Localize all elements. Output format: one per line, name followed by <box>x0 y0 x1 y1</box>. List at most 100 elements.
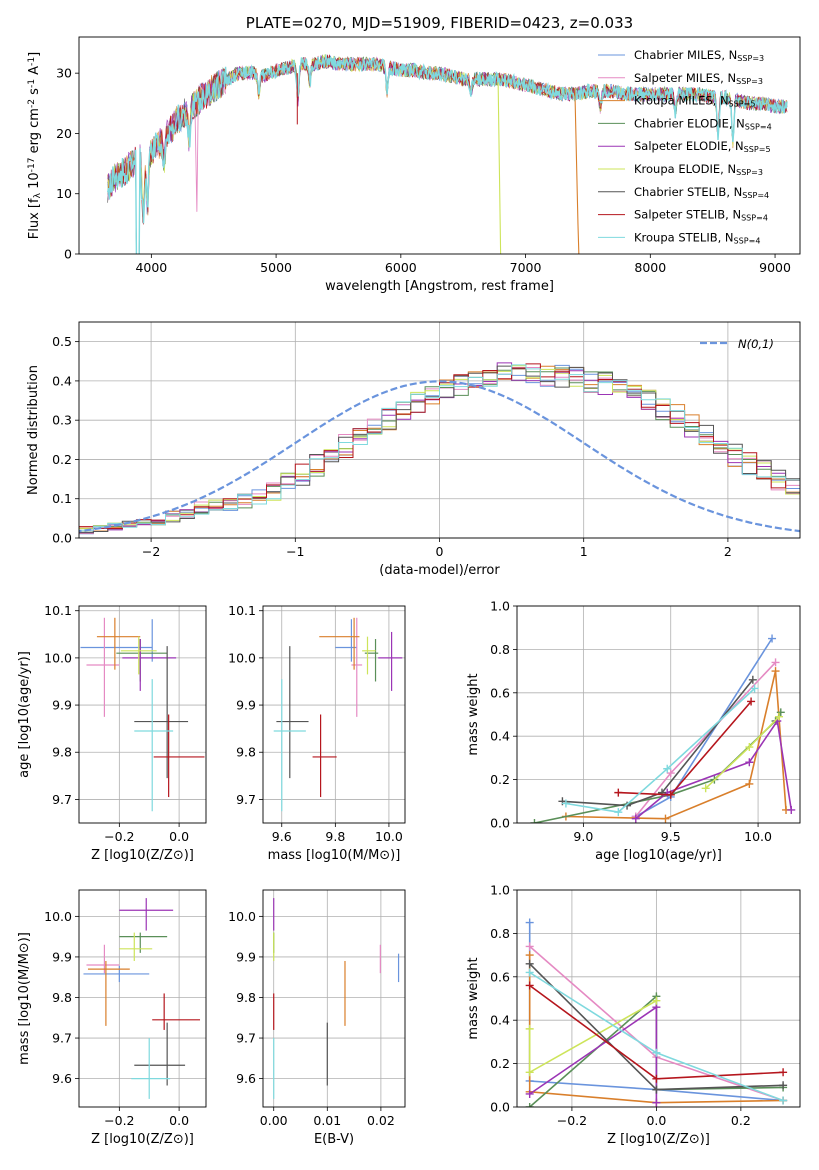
plot-area <box>107 53 788 254</box>
y-tick-label: 30 <box>56 66 72 81</box>
y-tick-label: 10.0 <box>228 650 256 665</box>
massweight-series-line <box>528 1000 657 1074</box>
massweight-point-marker <box>779 1081 788 1090</box>
massweight-point-marker <box>525 918 534 927</box>
errorbar-point <box>116 639 168 682</box>
errorbar-point <box>153 714 205 798</box>
legend-label: Salpeter MILES, NSSP=3​ <box>634 71 763 86</box>
massweight-point-marker <box>661 814 670 823</box>
y-tick-label: 0.0 <box>490 816 510 831</box>
spectrum-dip <box>574 88 580 254</box>
y-tick-label: 10.1 <box>228 603 256 618</box>
y-tick-label: 0.6 <box>490 969 510 984</box>
spectrum-series-line <box>107 54 788 254</box>
x-tick-label: −0.2 <box>104 1113 134 1128</box>
y-tick-label: 0.0 <box>52 531 72 546</box>
y-tick-label: 10.0 <box>44 909 72 924</box>
massweight-point-marker <box>771 658 780 667</box>
x-tick-label: 9.8 <box>325 829 345 844</box>
x-axis-label: (data-model)/error <box>379 563 500 578</box>
plot-area <box>273 898 400 1099</box>
x-tick-label: 5000 <box>260 260 292 275</box>
massweight-series-line <box>705 716 780 789</box>
legend: Chabrier MILES, NSSP=3​ Salpeter MILES, N… <box>598 48 772 245</box>
x-tick-label: 4000 <box>135 260 167 275</box>
chart-title: PLATE=0270, MJD=51909, FIBERID=0423, z=0… <box>246 14 633 32</box>
y-tick-label: 0.4 <box>52 373 72 388</box>
errorbar-point <box>152 993 201 1030</box>
spectrum-panel: 4000 5000 6000 7000 8000 9000 0 10 20 30 wavelengt… <box>27 14 801 294</box>
y-tick-label: 9.6 <box>236 1071 256 1086</box>
y-tick-label: 9.9 <box>236 949 256 964</box>
y-tick-label: 9.8 <box>236 745 256 760</box>
mass-vs-ebv-panel: 0.00 0.01 0.02 9.6 9.7 9.8 9.9 10.0 E(B-V) <box>228 889 406 1147</box>
massweight-point-marker <box>666 769 675 778</box>
errorbar-point <box>119 932 153 961</box>
y-tick-label: 0.0 <box>490 1100 510 1115</box>
x-axis-label: mass [log10(M/M⊙)] <box>268 848 401 863</box>
y-tick-label: 9.8 <box>236 990 256 1005</box>
massweight-point-marker <box>745 779 754 788</box>
x-axis-label: E(B-V) <box>314 1132 354 1147</box>
massweight-point-marker <box>652 996 661 1005</box>
legend-label: Chabrier ELODIE, NSSP=4​ <box>634 116 772 131</box>
massweight-point-marker <box>614 788 623 797</box>
y-tick-label: 0.5 <box>52 334 72 349</box>
massweight-point-marker <box>525 942 534 951</box>
x-tick-label: 0 <box>436 544 444 559</box>
axes-frame <box>516 605 801 824</box>
massweight-point-marker <box>745 758 754 767</box>
x-tick-label: 9.5 <box>661 829 681 844</box>
massweight-point-marker <box>787 805 796 814</box>
x-tick-label: 10.0 <box>744 829 772 844</box>
x-tick-label: −2 <box>142 544 160 559</box>
errorbar-point <box>273 679 306 812</box>
y-tick-label: 0.2 <box>52 452 72 467</box>
x-axis-label: Z [log10(Z/Z⊙)] <box>91 848 194 863</box>
axes-frame <box>516 889 801 1108</box>
errorbar-point <box>119 898 174 931</box>
y-tick-label: 9.8 <box>52 745 72 760</box>
histogram-series-step <box>79 364 800 538</box>
y-tick-label: 9.7 <box>236 1031 256 1046</box>
y-tick-label: 20 <box>56 126 72 141</box>
y-tick-label: 9.9 <box>236 698 256 713</box>
x-tick-label: 0.0 <box>646 1113 666 1128</box>
errorbar-point <box>86 617 120 717</box>
massweight-point-marker <box>525 951 534 960</box>
y-tick-label: 0.2 <box>490 772 510 787</box>
axes-frame <box>262 889 406 1108</box>
massweight-point-marker <box>747 697 756 706</box>
errorbar-point <box>134 679 174 812</box>
x-tick-label: 0.02 <box>367 1113 395 1128</box>
y-tick-label: 9.8 <box>52 990 72 1005</box>
legend-label: Kroupa ELODIE, NSSP=3​ <box>634 162 763 177</box>
errorbar-point <box>86 944 120 974</box>
legend-label: N(0,1) <box>738 337 774 351</box>
x-tick-label: 9000 <box>759 260 791 275</box>
massweight-point-marker <box>525 981 534 990</box>
errorbar-point <box>120 636 157 675</box>
axes-frame <box>78 321 801 539</box>
y-tick-label: 0.4 <box>490 1013 510 1028</box>
x-tick-label: −1 <box>286 544 304 559</box>
errorbar-point <box>351 617 363 717</box>
massweight-point-marker <box>525 1089 534 1098</box>
errorbar-point <box>362 636 376 675</box>
age-vs-mass-panel: 9.6 9.8 10.0 9.7 9.8 9.9 10.0 10.1 mass [log10(M… <box>228 603 406 863</box>
massweight-point-marker <box>768 634 777 643</box>
plot-area <box>79 362 800 538</box>
massweight-point-marker <box>776 708 785 717</box>
x-tick-label: 0.0 <box>169 829 189 844</box>
massweight-point-marker <box>525 1024 534 1033</box>
y-tick-label: 9.9 <box>52 698 72 713</box>
residual-histogram-panel: −2 −1 0 1 2 0.0 0.1 0.2 0.3 0.4 0.5 (data-model)/er… <box>26 321 801 578</box>
errorbar-point <box>83 965 150 983</box>
axes-frame <box>78 605 207 824</box>
massweight-point-marker <box>663 764 672 773</box>
massweight-point-marker <box>614 808 623 817</box>
massweight-point-marker <box>657 788 666 797</box>
y-tick-label: 10.0 <box>228 909 256 924</box>
massweight-point-marker <box>631 814 640 823</box>
